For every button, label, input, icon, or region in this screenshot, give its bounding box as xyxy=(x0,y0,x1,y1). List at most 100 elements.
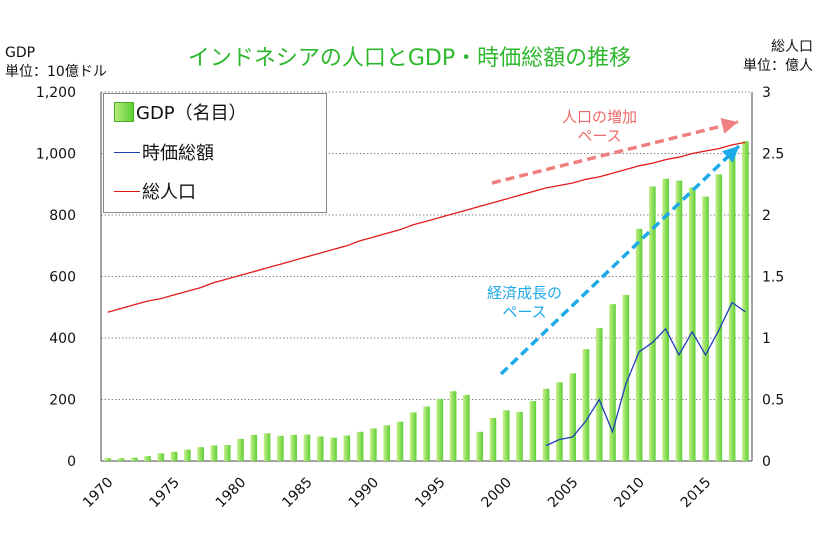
chart-title: インドネシアの人口とGDP・時価総額の推移 xyxy=(187,46,632,71)
x-axis-tick-label: 2005 xyxy=(545,475,582,512)
gdp-bar xyxy=(516,411,523,461)
left-axis-tick-label: 600 xyxy=(49,270,76,286)
gdp-bar xyxy=(104,458,111,461)
left-axis-unit-label: GDP 単位：10億ドル xyxy=(5,44,107,82)
legend-item-population: 総人口 xyxy=(114,176,196,206)
gdp-bar xyxy=(489,417,497,461)
gdp-bar xyxy=(170,451,178,461)
gdp-bar xyxy=(303,434,311,461)
gdp-bar xyxy=(383,425,390,461)
gdp-bar xyxy=(595,328,603,461)
gdp-bar xyxy=(316,436,324,461)
gdp-bar xyxy=(449,391,457,461)
left-axis-tick-label: 0 xyxy=(67,454,76,470)
legend-item-market-cap: 時価総額 xyxy=(114,137,214,167)
gdp-bar xyxy=(117,458,125,461)
gdp-bar xyxy=(157,453,165,461)
annotation-growth-line1: 経済成長の xyxy=(487,284,563,302)
annotation-population-line1: 人口の増加 xyxy=(562,108,638,126)
legend-label-population: 総人口 xyxy=(142,182,196,203)
growth-pace-arrow-shaft xyxy=(499,144,741,376)
legend-item-gdp: GDP（名目） xyxy=(114,97,247,127)
left-axis-label-line2: 単位：10億ドル xyxy=(5,64,107,80)
right-axis-label-line1: 総人口 xyxy=(771,39,813,55)
right-axis-tick-label: 2 xyxy=(762,208,771,224)
annotation-population-line2: ペース xyxy=(577,127,622,145)
gdp-bar xyxy=(263,433,271,461)
x-axis-tick-label: 1975 xyxy=(146,475,183,512)
gdp-bar xyxy=(223,445,231,461)
right-axis-tick-label: 2.5 xyxy=(762,147,784,163)
left-axis-tick-label: 200 xyxy=(49,393,76,409)
left-axis-tick-label: 800 xyxy=(49,208,76,224)
gdp-bar xyxy=(476,431,483,461)
annotation-population-pace: 人口の増加 ペース xyxy=(562,108,637,146)
left-axis-tick-label: 400 xyxy=(49,331,76,347)
gdp-bar xyxy=(675,180,683,461)
legend-line-swatch-population xyxy=(114,190,140,192)
gdp-bar xyxy=(330,437,337,461)
x-axis-tick-label: 2000 xyxy=(479,475,516,512)
gdp-bar xyxy=(409,412,417,461)
right-axis-tick-label: 0 xyxy=(762,454,771,470)
gdp-bar xyxy=(184,449,191,461)
gdp-bar xyxy=(210,445,218,461)
gdp-bar xyxy=(197,447,204,461)
right-axis-tick-label: 1 xyxy=(762,331,771,347)
gdp-bar xyxy=(662,178,669,461)
right-axis-tick-label: 3 xyxy=(762,85,771,101)
annotation-growth-pace: 経済成長の ペース xyxy=(487,284,562,322)
legend-bar-swatch xyxy=(114,102,134,122)
x-axis-tick-label: 1985 xyxy=(279,475,316,512)
population-pace-arrow-shaft xyxy=(491,120,739,185)
right-axis-tick-label: 0.5 xyxy=(762,393,784,409)
right-axis-label-line2: 単位：億人 xyxy=(743,58,813,74)
population-pace-arrow-head xyxy=(720,118,738,134)
gdp-bar xyxy=(396,421,404,461)
x-axis-tick-label: 1970 xyxy=(80,475,117,512)
legend-label-gdp: GDP（名目） xyxy=(136,103,247,124)
annotation-growth-line2: ペース xyxy=(502,303,547,321)
legend-label-market-cap: 時価総額 xyxy=(142,143,214,164)
gdp-bar xyxy=(343,435,351,461)
chart-legend: GDP（名目） 時価総額 総人口 xyxy=(103,93,327,213)
gdp-bar xyxy=(423,406,430,461)
gdp-bar xyxy=(728,148,736,461)
x-axis-tick-label: 2015 xyxy=(678,475,715,512)
population-line xyxy=(107,141,746,313)
market-cap-line xyxy=(545,301,746,447)
legend-line-swatch-market-cap xyxy=(114,151,140,153)
left-axis-label-line1: GDP xyxy=(5,45,36,61)
gdp-bar xyxy=(569,373,576,461)
gdp-bar xyxy=(436,398,444,461)
growth-pace-arrow-head xyxy=(721,146,739,163)
gdp-bar xyxy=(742,141,749,461)
gdp-bar xyxy=(556,382,563,461)
gdp-bar xyxy=(702,196,709,462)
gdp-bar xyxy=(542,388,550,461)
gdp-bar xyxy=(250,434,258,461)
gdp-bar xyxy=(622,294,630,461)
gdp-bar xyxy=(635,228,643,461)
gdp-bar xyxy=(237,438,244,461)
gdp-bar xyxy=(290,434,297,461)
left-axis-tick-label: 1,200 xyxy=(36,85,76,101)
gdp-bar xyxy=(502,410,510,461)
gdp-bar xyxy=(688,187,696,461)
gdp-bar xyxy=(529,401,537,461)
gdp-bar xyxy=(463,394,470,461)
right-axis-tick-label: 1.5 xyxy=(762,270,784,286)
gdp-bar xyxy=(582,349,590,461)
x-axis-tick-label: 1995 xyxy=(412,475,449,512)
gdp-bar xyxy=(356,431,364,461)
left-axis-tick-label: 1,000 xyxy=(36,147,76,163)
gdp-bar xyxy=(370,428,377,461)
gdp-bar xyxy=(277,435,284,461)
gdp-bar xyxy=(609,304,616,461)
right-axis-unit-label: 総人口 単位：億人 xyxy=(743,38,813,76)
gdp-bar xyxy=(144,456,151,461)
gdp-bar xyxy=(715,174,723,461)
x-axis-tick-label: 1990 xyxy=(346,475,383,512)
gdp-bar xyxy=(130,457,138,461)
